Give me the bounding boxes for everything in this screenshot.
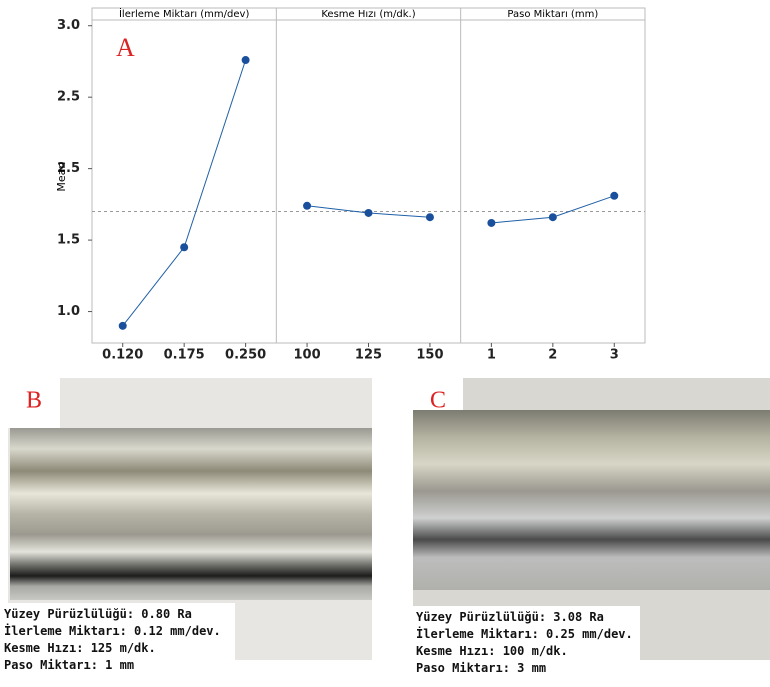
photo-c-cylinder bbox=[413, 410, 770, 590]
point bbox=[242, 56, 250, 64]
figure: 1.01.52.52.53.0MeanAİlerleme Miktarı (mm… bbox=[0, 0, 770, 687]
y-tick-label: 3.0 bbox=[57, 18, 80, 33]
panel-annotation: A bbox=[116, 33, 135, 62]
y-tick-label: 1.0 bbox=[57, 304, 80, 319]
x-tick-label: 125 bbox=[355, 348, 382, 363]
caption-line: Paso Miktarı: 3 mm bbox=[416, 660, 636, 677]
point bbox=[180, 243, 188, 251]
x-tick-label: 0.250 bbox=[225, 348, 266, 363]
caption-line: İlerleme Miktarı: 0.25 mm/dev. bbox=[416, 626, 636, 643]
plot-frame bbox=[92, 8, 645, 343]
panel-title: Paso Miktarı (mm) bbox=[507, 9, 598, 20]
point bbox=[365, 209, 373, 217]
point bbox=[549, 213, 557, 221]
photo-label: C bbox=[430, 388, 446, 414]
line bbox=[123, 60, 246, 326]
point bbox=[303, 202, 311, 210]
x-tick-label: 150 bbox=[416, 348, 443, 363]
caption-line: Kesme Hızı: 100 m/dk. bbox=[416, 643, 636, 660]
panel-title: İlerleme Miktarı (mm/dev) bbox=[119, 7, 249, 20]
y-axis-label: Mean bbox=[55, 162, 68, 192]
caption-line: Yüzey Pürüzlülüğü: 3.08 Ra bbox=[416, 609, 636, 626]
caption-line: Paso Miktarı: 1 mm bbox=[4, 657, 231, 674]
photo-label: B bbox=[26, 388, 42, 414]
point bbox=[487, 219, 495, 227]
point bbox=[426, 213, 434, 221]
y-tick-label: 1.5 bbox=[57, 233, 80, 248]
caption-line: Yüzey Pürüzlülüğü: 0.80 Ra bbox=[4, 606, 231, 623]
x-tick-label: 3 bbox=[610, 348, 619, 363]
caption-line: Kesme Hızı: 125 m/dk. bbox=[4, 640, 231, 657]
x-tick-label: 0.175 bbox=[164, 348, 205, 363]
y-tick-label: 2.5 bbox=[57, 90, 80, 105]
page: {"chart_data":{"type":"line","annotation… bbox=[0, 0, 770, 687]
x-tick-label: 2 bbox=[548, 348, 557, 363]
caption-line: İlerleme Miktarı: 0.12 mm/dev. bbox=[4, 623, 231, 640]
x-tick-label: 1 bbox=[487, 348, 496, 363]
photo-b-cylinder bbox=[10, 428, 372, 600]
panel-title: Kesme Hızı (m/dk.) bbox=[321, 9, 415, 20]
point bbox=[610, 192, 618, 200]
x-tick-label: 0.120 bbox=[102, 348, 143, 363]
point bbox=[119, 322, 127, 330]
x-tick-label: 100 bbox=[293, 348, 320, 363]
